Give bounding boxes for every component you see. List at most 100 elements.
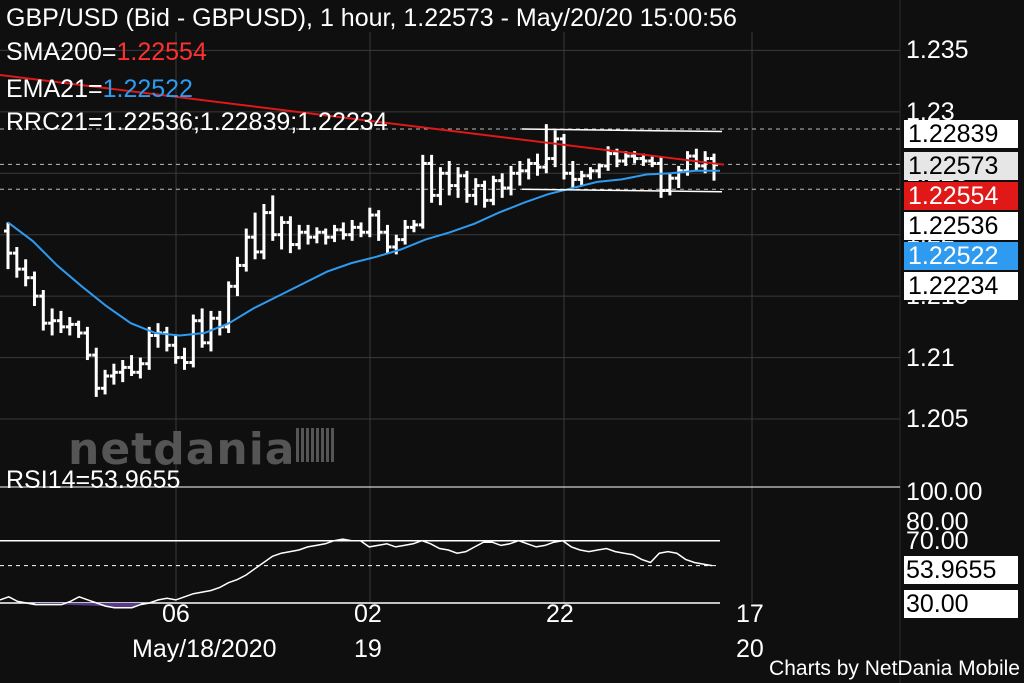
ema-legend: EMA21=1.22522	[6, 75, 193, 103]
ohlc-bar	[118, 360, 127, 383]
time-tick-sublabel: 20	[736, 635, 764, 663]
ohlc-bar	[365, 207, 374, 238]
ohlc-bar	[330, 224, 339, 243]
ohlc-bar	[533, 153, 542, 176]
ohlc-bar	[295, 224, 304, 250]
ohlc-bar	[251, 212, 260, 260]
ohlc-bar	[577, 170, 586, 186]
ohlc-bar	[83, 326, 92, 361]
sma-label: SMA200=	[6, 38, 117, 66]
ohlc-bar	[136, 357, 145, 379]
ohlc-bar	[30, 271, 39, 306]
ohlc-bar	[551, 130, 560, 168]
ohlc-bar	[507, 165, 516, 196]
ohlc-bar	[357, 222, 365, 238]
price-tag: 1.22234	[904, 272, 1018, 300]
price-tick-label: 1.205	[906, 405, 969, 433]
ohlc-bar	[171, 335, 180, 364]
ohlc-bar	[39, 290, 48, 331]
ohlc-bar	[92, 347, 101, 397]
ohlc-bar	[21, 259, 30, 287]
ohlc-bar	[127, 355, 136, 376]
time-tick-label: 02	[354, 600, 382, 628]
ohlc-bar	[409, 219, 418, 233]
ohlc-bar	[312, 227, 321, 244]
ohlc-bar	[259, 204, 268, 260]
ohlc-bar	[595, 163, 604, 179]
ohlc-bar	[56, 310, 65, 333]
ohlc-bar	[401, 219, 410, 245]
rsi-legend: RSI14=53.9655	[6, 466, 181, 494]
ohlc-bar	[233, 256, 242, 297]
rrc-legend: RRC21=1.22536;1.22839;1.22234	[6, 108, 388, 136]
chart-title: GBP/USD (Bid - GBPUSD), 1 hour, 1.22573 …	[6, 4, 737, 32]
price-tag: 1.22573	[904, 152, 1018, 180]
ohlc-bar	[657, 157, 666, 198]
ohlc-bar	[339, 222, 348, 240]
ohlc-bar	[471, 178, 480, 206]
ohlc-bars	[4, 124, 718, 397]
ohlc-bar	[154, 323, 163, 348]
ohlc-bar	[445, 161, 454, 196]
ohlc-bar	[74, 320, 83, 338]
ohlc-bar	[48, 308, 57, 336]
ohlc-bar	[12, 247, 21, 278]
ohlc-bar	[215, 310, 224, 336]
ohlc-bar	[515, 161, 524, 186]
time-tick-label: 17	[736, 600, 764, 628]
ohlc-bar	[665, 173, 674, 196]
price-tag: 1.22554	[904, 182, 1018, 210]
ohlc-bar	[65, 317, 74, 336]
sma200-line	[0, 74, 725, 166]
ohlc-bar	[454, 167, 463, 198]
sma-value: 1.22554	[116, 38, 207, 66]
ohlc-bar	[348, 219, 357, 241]
ohlc-bar	[674, 165, 683, 189]
ohlc-bar	[4, 222, 12, 270]
ohlc-bar	[710, 153, 718, 181]
time-tick-sublabel: 19	[354, 635, 382, 663]
ema21-path	[7, 169, 720, 337]
ohlc-bar	[559, 133, 568, 180]
ohlc-bar	[648, 156, 657, 168]
ohlc-bar	[304, 224, 313, 245]
ohlc-bar	[180, 347, 189, 370]
rrc-upper-line	[521, 128, 723, 133]
ohlc-bar	[277, 216, 286, 250]
ohlc-bar	[498, 173, 507, 198]
ohlc-bar	[692, 148, 701, 171]
price-tag: 1.22536	[904, 212, 1018, 240]
ohlc-bar	[145, 326, 154, 370]
rsi-tick-label: 53.9655	[904, 556, 1018, 584]
ema-value: 1.22522	[102, 75, 193, 103]
credit-text: Charts by NetDania Mobile	[769, 657, 1020, 680]
ohlc-bar	[162, 326, 171, 352]
netdania-logo: netdania	[68, 424, 296, 475]
price-tick-label: 1.235	[906, 36, 969, 65]
rsi-panel	[0, 486, 900, 609]
ohlc-bar	[542, 124, 551, 174]
rsi14-path	[0, 538, 713, 609]
rsi-tick-label: 100.00	[906, 478, 983, 506]
ohlc-bar	[436, 167, 445, 206]
ohlc-bar	[268, 195, 277, 241]
rsi-tick-label: 30.00	[904, 590, 1018, 618]
ohlc-bar	[374, 210, 383, 241]
ohlc-bar	[568, 161, 577, 189]
ohlc-bar	[480, 180, 489, 208]
sma200-path	[0, 74, 725, 166]
time-tick-label: 06	[162, 600, 190, 628]
time-tick-label: 22	[546, 600, 574, 628]
rsi-tick-label: 70.00	[906, 527, 969, 555]
ohlc-bar	[489, 175, 498, 206]
ema-label: EMA21=	[6, 75, 103, 103]
ohlc-bar	[189, 314, 198, 368]
ohlc-bar	[109, 363, 118, 385]
ohlc-bar	[621, 151, 630, 166]
price-tag: 1.22839	[904, 120, 1018, 148]
time-tick-sublabel: May/18/2020	[132, 635, 277, 663]
ohlc-bar	[524, 158, 533, 180]
ohlc-bar	[462, 170, 471, 203]
ohlc-bar	[586, 167, 595, 180]
